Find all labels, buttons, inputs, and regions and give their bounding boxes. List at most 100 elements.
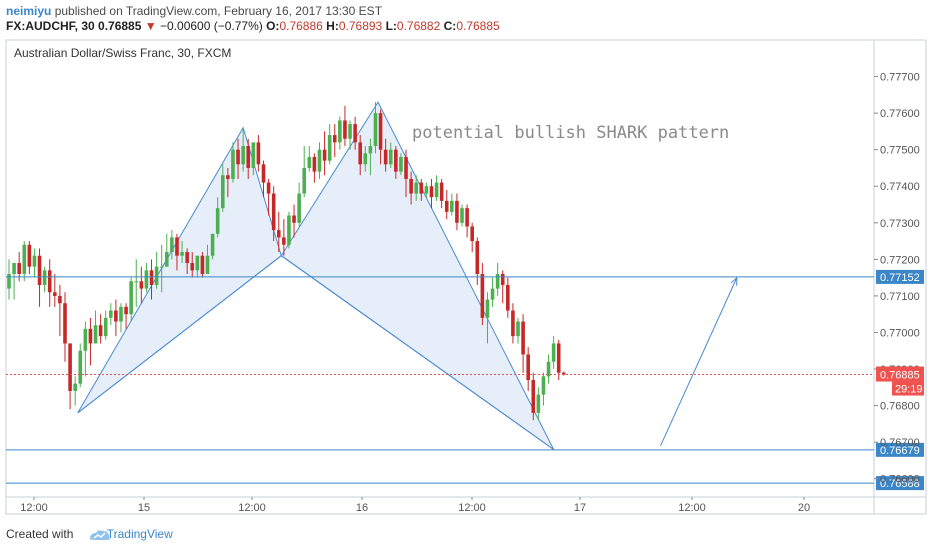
- level-price-tag: [876, 442, 924, 457]
- candle-body: [358, 142, 363, 165]
- candle-body: [58, 295, 62, 304]
- price-tick-label: 0.76800: [880, 401, 920, 413]
- arrow-head-icon: [730, 276, 738, 286]
- level-price-tag: [876, 476, 924, 491]
- low-value: 0.76882: [396, 19, 441, 33]
- price-axis[interactable]: 0.77700 0.77600 0.77500 0.77400 0.77300 0.772…: [874, 72, 924, 486]
- open-label: O:: [266, 19, 280, 33]
- countdown-label: 29:19: [895, 384, 923, 396]
- countdown-tag: [892, 381, 924, 396]
- candle-body: [210, 233, 215, 256]
- candle-body: [7, 273, 11, 289]
- footer: Created with TradingView: [6, 527, 173, 541]
- shark-pattern[interactable]: [77, 101, 738, 450]
- candle-body: [490, 288, 495, 300]
- pattern-leg-xb[interactable]: [77, 255, 282, 414]
- horizontal-levels[interactable]: 0.77152 0.76679 0.76588: [6, 269, 924, 491]
- candle-body: [164, 252, 169, 267]
- author-name[interactable]: neimiyu: [6, 4, 52, 18]
- level-price-tag: [876, 269, 924, 284]
- projection-arrow[interactable]: [660, 277, 738, 447]
- price-tick-label: 0.77100: [880, 291, 920, 303]
- candle-body: [266, 182, 271, 194]
- candle-body: [159, 266, 164, 268]
- candle-body: [429, 186, 434, 198]
- candle-body: [353, 124, 357, 143]
- time-tick-label: 16: [356, 502, 368, 514]
- current-price-tag: [876, 366, 924, 382]
- candle-body: [500, 273, 505, 285]
- candle-body: [220, 175, 225, 209]
- candle-body: [154, 266, 159, 285]
- price-tick-label: 0.77400: [880, 181, 920, 193]
- candle-body: [12, 263, 16, 274]
- candle-body: [119, 306, 123, 322]
- level-price-label: 0.76679: [880, 445, 920, 457]
- close-value: 0.76885: [456, 19, 500, 33]
- candle-body: [251, 142, 256, 168]
- candle-body: [373, 113, 378, 147]
- candle-body: [134, 281, 139, 283]
- candle-body: [562, 372, 566, 375]
- candle-body: [388, 149, 393, 165]
- candle-body: [531, 380, 536, 413]
- candle-body: [368, 146, 373, 154]
- candle-body: [144, 270, 149, 289]
- time-tick-label: 12:00: [20, 502, 48, 514]
- time-tick-label: 12:00: [678, 502, 706, 514]
- candle-body: [409, 178, 413, 194]
- candle-body: [434, 182, 439, 198]
- candle-body: [17, 263, 21, 274]
- candle-body: [460, 208, 464, 223]
- candle-body: [465, 208, 469, 227]
- time-tick-label: 17: [574, 502, 586, 514]
- candle-body: [88, 328, 93, 344]
- price-tick-label: 0.77200: [880, 254, 920, 266]
- time-axis[interactable]: 12:00 15 12:00 16 12:00 17 12:00 20: [20, 497, 810, 514]
- candle-body: [332, 135, 337, 143]
- tradingview-logo-icon[interactable]: [88, 528, 112, 542]
- pattern-leg-bd[interactable]: [281, 255, 554, 450]
- candle-body: [231, 149, 235, 179]
- candle-body: [399, 156, 403, 172]
- candle-body: [256, 142, 261, 165]
- candle-body: [68, 343, 72, 391]
- price-tick-label: 0.77700: [880, 72, 920, 84]
- candle-body: [241, 146, 245, 165]
- candle-body: [495, 273, 500, 289]
- symbol-label: FX:AUDCHF, 30: [6, 19, 95, 33]
- candle-body: [521, 321, 525, 355]
- tradingview-brand[interactable]: TradingView: [106, 527, 173, 541]
- close-label: C:: [443, 19, 457, 33]
- candle-body: [63, 303, 67, 344]
- candle-body: [394, 149, 398, 172]
- price-tick-label: 0.77600: [880, 108, 920, 120]
- candle-body: [444, 200, 449, 212]
- candle-body: [470, 226, 474, 242]
- candle-body: [205, 255, 210, 274]
- candle-body: [343, 120, 347, 139]
- candle-body: [236, 149, 240, 165]
- down-arrow-icon: ▼: [144, 19, 157, 33]
- candle-body: [78, 350, 83, 384]
- open-value: 0.76886: [279, 19, 323, 33]
- candle-body: [419, 182, 424, 194]
- high-label: H:: [326, 19, 339, 33]
- candle-body: [83, 328, 88, 351]
- high-value: 0.76893: [338, 19, 383, 33]
- pattern-annotation[interactable]: potential bullish SHARK pattern: [412, 123, 729, 143]
- candle-body: [551, 343, 556, 362]
- candle-body: [383, 149, 388, 165]
- candle-body: [53, 292, 57, 296]
- price-tick-label: 0.77500: [880, 145, 920, 157]
- candle-body: [226, 175, 230, 179]
- low-label: L:: [385, 19, 397, 33]
- candle-body: [170, 237, 174, 253]
- candle-body: [297, 193, 301, 223]
- candles: [7, 102, 566, 421]
- candle-body: [27, 244, 32, 267]
- candle-body: [246, 146, 251, 168]
- time-tick-label: 12:00: [238, 502, 266, 514]
- candle-body: [47, 270, 52, 293]
